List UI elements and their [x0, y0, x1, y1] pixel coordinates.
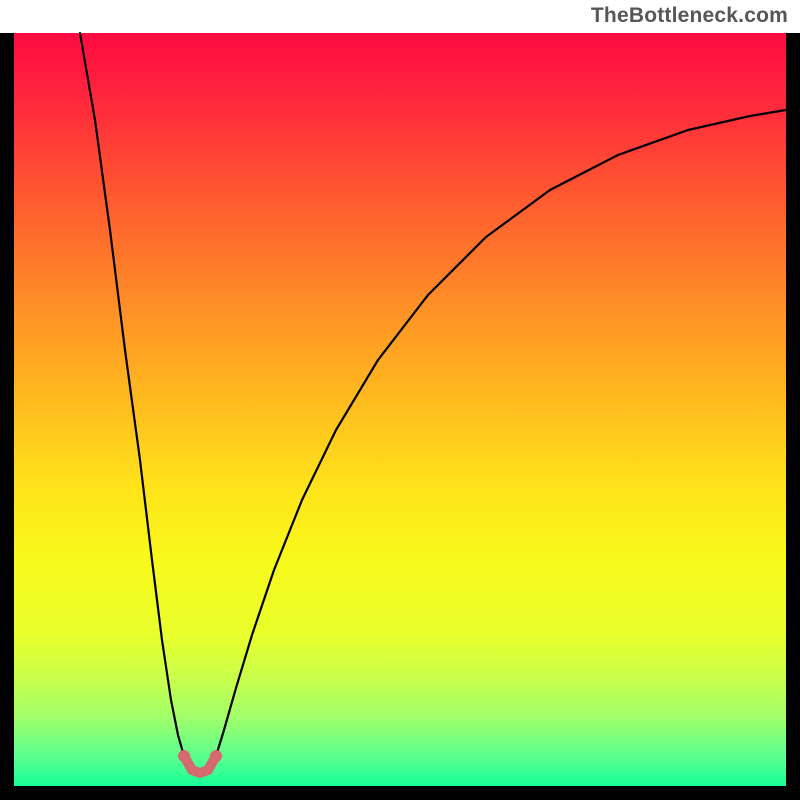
chart-frame: TheBottleneck.com	[0, 0, 800, 800]
bottleneck-chart-svg	[0, 0, 800, 800]
gradient-layer	[14, 33, 786, 786]
